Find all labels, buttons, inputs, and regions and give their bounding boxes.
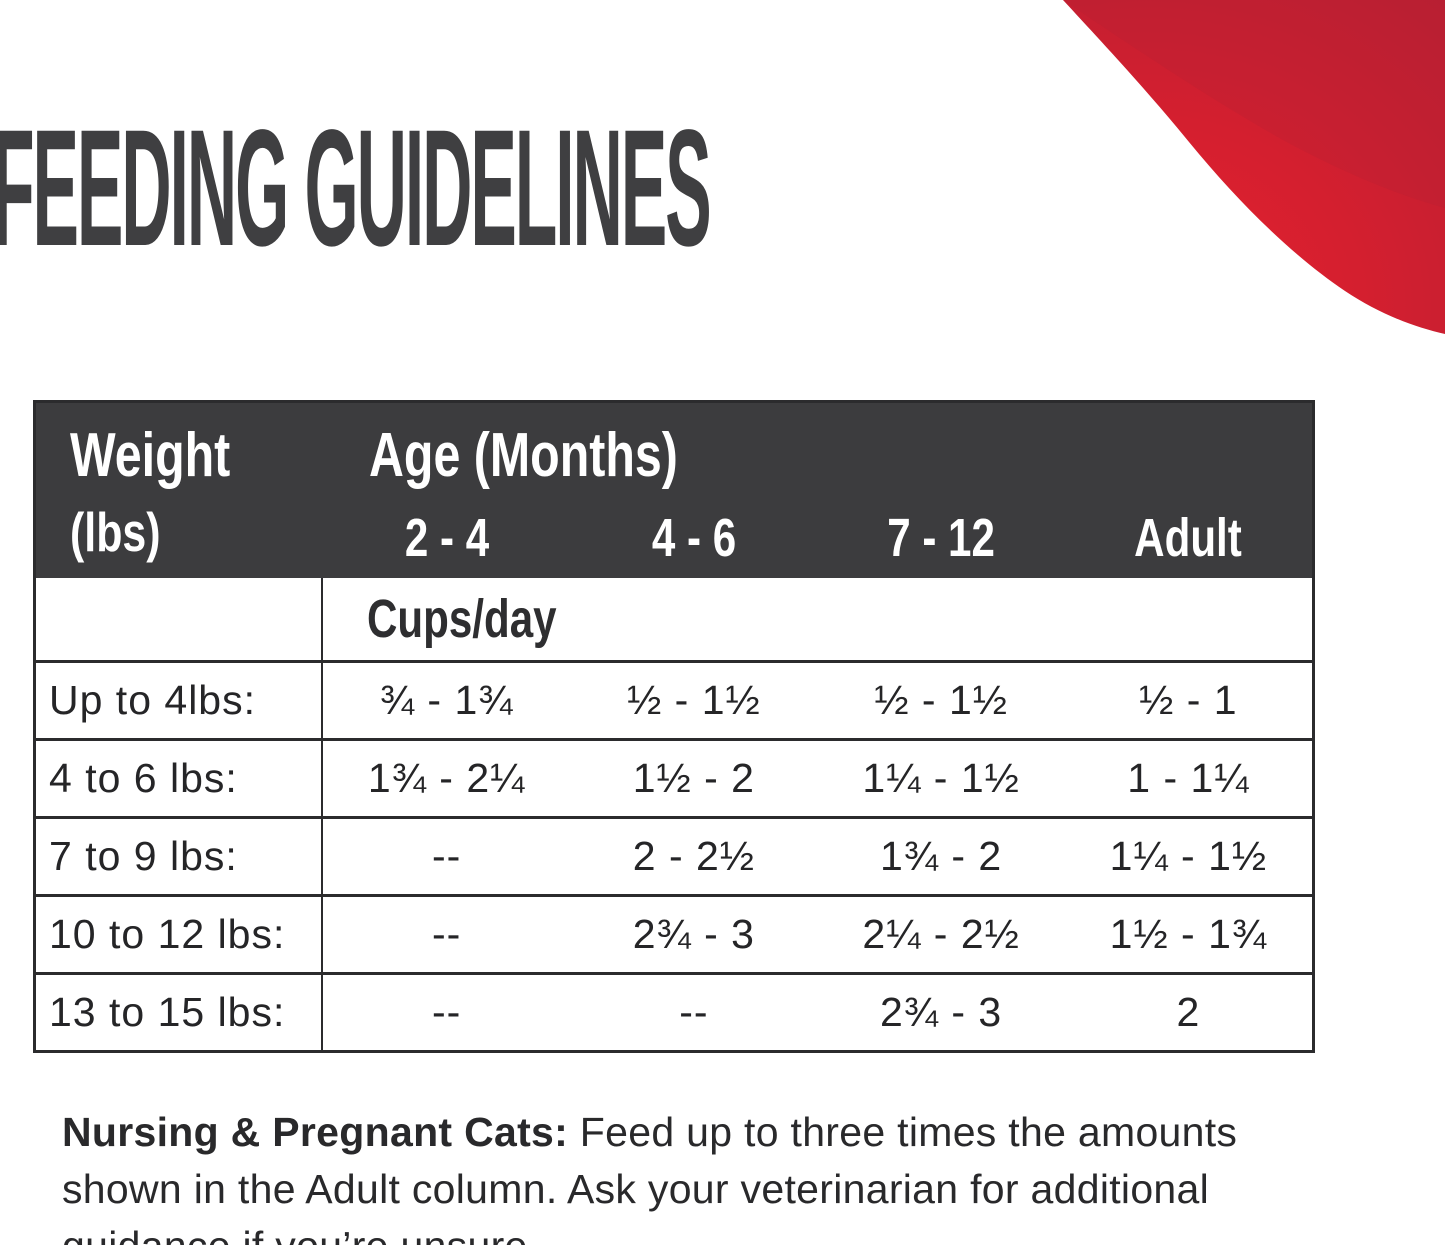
table-row: 10 to 12 lbs: -- 2¾ - 3 2¼ - 2½ 1½ - 1¾ xyxy=(36,894,1312,972)
nursing-pregnant-footnote: Nursing & Pregnant Cats: Feed up to thre… xyxy=(62,1104,1412,1245)
footnote-line-1-rest: Feed up to three times the amounts xyxy=(568,1109,1238,1155)
table-header: Weight (lbs) Age (Months) 2 - 4 4 - 6 7 … xyxy=(36,403,1312,578)
weight-header-label: Weight xyxy=(70,421,231,490)
age-column-headers: 2 - 4 4 - 6 7 - 12 Adult xyxy=(323,508,1312,568)
value-cell: 2 - 2½ xyxy=(632,833,755,879)
weight-cell: Up to 4lbs: xyxy=(36,663,323,738)
weight-header: Weight (lbs) xyxy=(70,419,276,565)
value-cell: 2 xyxy=(1176,989,1201,1035)
value-cell: ½ - 1½ xyxy=(627,677,761,723)
weight-cell: 7 to 9 lbs: xyxy=(36,819,323,894)
page-title: FEEDING GUIDELINES xyxy=(0,96,712,281)
value-cell: -- xyxy=(431,833,462,879)
feeding-table: Weight (lbs) Age (Months) 2 - 4 4 - 6 7 … xyxy=(33,400,1315,1053)
age-header-label: Age (Months) xyxy=(369,421,678,490)
value-cell: 2¼ - 2½ xyxy=(862,911,1020,957)
footnote-line-2: shown in the Adult column. Ask your vete… xyxy=(62,1166,1210,1212)
value-cell: -- xyxy=(679,989,709,1035)
footnote-lead: Nursing & Pregnant Cats: xyxy=(62,1109,569,1155)
value-cell: 2¾ - 3 xyxy=(632,911,755,957)
value-cell: -- xyxy=(431,911,462,957)
table-row: Up to 4lbs: ¾ - 1¾ ½ - 1½ ½ - 1½ ½ - 1 xyxy=(36,660,1312,738)
red-swoosh-icon xyxy=(1063,0,1445,334)
value-cell: 1½ - 1¾ xyxy=(1109,911,1268,957)
age-column-header-7-12: 7 - 12 xyxy=(887,508,995,568)
value-cell: 1¾ - 2¼ xyxy=(367,755,526,801)
units-row: Cups/day xyxy=(36,578,1312,660)
value-cell: ½ - 1 xyxy=(1139,677,1238,723)
weight-header-unit: (lbs) xyxy=(70,501,161,563)
age-column-header-adult: Adult xyxy=(1134,508,1243,568)
weight-cell: 13 to 15 lbs: xyxy=(36,975,323,1050)
value-cell: -- xyxy=(431,989,462,1035)
age-column-header-4-6: 4 - 6 xyxy=(651,508,737,568)
units-label: Cups/day xyxy=(367,589,557,649)
value-cell: 1¾ - 2 xyxy=(880,833,1003,879)
weight-cell: 10 to 12 lbs: xyxy=(36,897,323,972)
weight-cell: 4 to 6 lbs: xyxy=(36,741,323,816)
units-row-spacer xyxy=(36,578,323,660)
value-cell: 2¾ - 3 xyxy=(880,989,1003,1035)
value-cell: 1¼ - 1½ xyxy=(1109,833,1268,879)
age-column-header-2-4: 2 - 4 xyxy=(404,508,489,568)
footnote-line-3: guidance if you’re unsure. xyxy=(62,1218,1412,1245)
footnote-line-1: Nursing & Pregnant Cats: Feed up to thre… xyxy=(62,1104,1412,1161)
table-row: 13 to 15 lbs: -- -- 2¾ - 3 2 xyxy=(36,972,1312,1050)
value-cell: 1 - 1¼ xyxy=(1127,755,1250,801)
value-cell: 1¼ - 1½ xyxy=(862,755,1020,801)
value-cell: ½ - 1½ xyxy=(874,677,1008,723)
value-cell: ¾ - 1¾ xyxy=(379,677,514,723)
value-cell: 1½ - 2 xyxy=(632,755,755,801)
table-row: 7 to 9 lbs: -- 2 - 2½ 1¾ - 2 1¼ - 1½ xyxy=(36,816,1312,894)
table-row: 4 to 6 lbs: 1¾ - 2¼ 1½ - 2 1¼ - 1½ 1 - 1… xyxy=(36,738,1312,816)
